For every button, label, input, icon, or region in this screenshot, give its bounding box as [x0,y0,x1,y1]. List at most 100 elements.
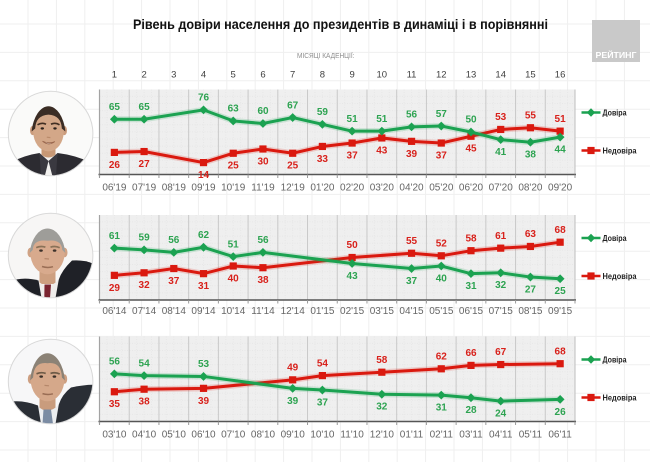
svg-text:03'15: 03'15 [370,306,395,317]
svg-text:37: 37 [406,276,418,287]
svg-text:53: 53 [198,359,210,370]
svg-text:51: 51 [347,114,359,125]
svg-text:32: 32 [495,280,507,291]
svg-text:38: 38 [139,397,151,408]
svg-text:10'14: 10'14 [221,306,246,317]
svg-text:41: 41 [495,147,507,158]
svg-text:03'11: 03'11 [459,430,483,441]
svg-text:Довіра: Довіра [603,108,627,118]
svg-text:06'15: 06'15 [459,306,484,317]
svg-text:14: 14 [198,170,210,181]
svg-text:09'14: 09'14 [191,306,216,317]
svg-text:10'10: 10'10 [310,430,335,441]
svg-text:16: 16 [555,70,566,81]
svg-text:76: 76 [198,93,210,104]
svg-text:11'14: 11'14 [251,306,275,317]
svg-text:Довіра: Довіра [603,355,627,365]
svg-text:43: 43 [376,145,388,156]
svg-text:44: 44 [555,145,567,156]
svg-text:01'11: 01'11 [400,430,424,441]
svg-text:40: 40 [228,273,240,284]
svg-text:РЕЙТИНГ: РЕЙТИНГ [596,51,638,60]
svg-text:2: 2 [141,70,146,81]
svg-text:66: 66 [465,348,477,359]
svg-text:04'11: 04'11 [489,430,513,441]
svg-text:60: 60 [257,106,269,117]
svg-text:12'10: 12'10 [370,430,395,441]
svg-text:8: 8 [320,70,325,81]
svg-text:3: 3 [171,70,176,81]
svg-text:31: 31 [465,281,477,292]
svg-text:30: 30 [257,156,269,167]
svg-text:55: 55 [525,111,537,122]
svg-text:1: 1 [112,70,117,81]
svg-text:05'11: 05'11 [519,430,543,441]
svg-text:37: 37 [436,151,448,162]
svg-text:06'14: 06'14 [102,306,127,317]
svg-text:09'20: 09'20 [548,183,573,194]
svg-text:61: 61 [109,231,121,242]
svg-text:04'20: 04'20 [399,183,424,194]
svg-text:57: 57 [436,109,448,120]
svg-text:43: 43 [347,271,359,282]
svg-text:55: 55 [406,236,418,247]
svg-text:68: 68 [555,225,567,236]
svg-text:02'20: 02'20 [340,183,365,194]
svg-text:58: 58 [376,355,388,366]
svg-text:Довіра: Довіра [603,233,627,243]
svg-text:Рівень довіри населення до пре: Рівень довіри населення до президентів в… [133,16,548,32]
svg-text:63: 63 [228,104,240,115]
svg-text:31: 31 [198,281,210,292]
svg-text:50: 50 [465,115,477,126]
svg-text:27: 27 [139,159,151,170]
svg-text:59: 59 [139,233,151,244]
svg-text:39: 39 [406,149,418,160]
svg-text:7: 7 [290,70,295,81]
svg-text:68: 68 [555,346,567,357]
svg-text:28: 28 [465,405,477,416]
svg-text:27: 27 [525,284,537,295]
svg-text:37: 37 [317,397,329,408]
svg-text:05'20: 05'20 [429,183,454,194]
svg-text:38: 38 [525,150,537,161]
svg-text:08'15: 08'15 [518,306,543,317]
svg-text:08'20: 08'20 [518,183,543,194]
svg-text:5: 5 [231,70,236,81]
svg-text:Недовіра: Недовіра [603,146,637,156]
svg-text:07'10: 07'10 [221,430,246,441]
svg-text:53: 53 [495,112,507,123]
svg-text:15: 15 [525,70,536,81]
svg-text:61: 61 [495,231,507,242]
svg-text:54: 54 [317,358,329,369]
svg-text:32: 32 [139,280,151,291]
svg-text:01'15: 01'15 [310,306,335,317]
svg-text:07'15: 07'15 [489,306,514,317]
svg-text:62: 62 [436,352,448,363]
svg-text:07'19: 07'19 [132,183,157,194]
svg-text:02'11: 02'11 [430,430,454,441]
svg-text:63: 63 [525,229,537,240]
svg-text:09'10: 09'10 [281,430,306,441]
svg-text:08'10: 08'10 [251,430,276,441]
svg-text:12'19: 12'19 [281,183,306,194]
svg-text:58: 58 [465,233,477,244]
svg-text:26: 26 [109,160,121,171]
svg-text:56: 56 [168,235,180,246]
svg-text:12'14: 12'14 [281,306,306,317]
svg-text:04'15: 04'15 [399,306,424,317]
svg-text:МІСЯЦІ КАДЕНЦІЇ:: МІСЯЦІ КАДЕНЦІЇ: [297,51,355,60]
svg-text:54: 54 [139,358,151,369]
svg-text:40: 40 [436,273,448,284]
svg-text:49: 49 [287,363,299,374]
svg-text:09'15: 09'15 [548,306,573,317]
svg-text:11'19: 11'19 [251,183,275,194]
svg-text:06'11: 06'11 [548,430,572,441]
svg-text:13: 13 [466,70,477,81]
svg-text:14: 14 [495,70,506,81]
svg-text:25: 25 [287,161,299,172]
svg-text:08'14: 08'14 [162,306,187,317]
svg-text:Недовіра: Недовіра [603,393,637,403]
svg-text:62: 62 [198,230,210,241]
svg-text:11: 11 [407,70,417,81]
svg-text:10'19: 10'19 [221,183,246,194]
